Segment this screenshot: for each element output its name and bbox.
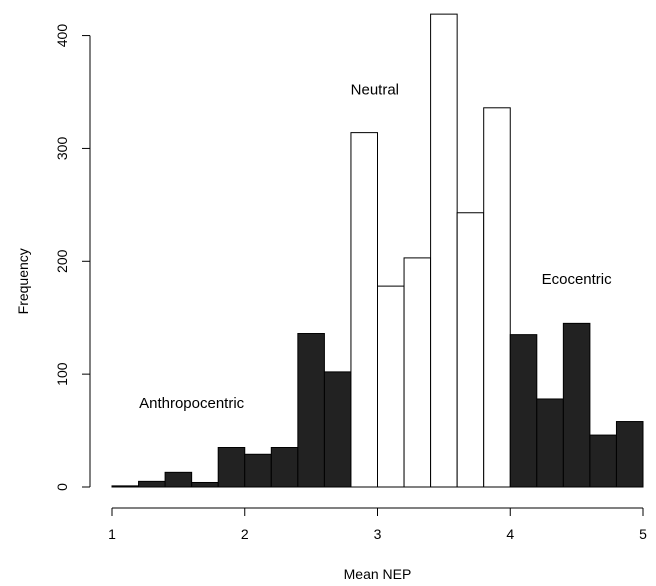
histogram-bar-15: [483, 107, 511, 488]
histogram-bar-2: [138, 480, 166, 488]
y-axis-ticks: 0 100 200 300 400: [54, 24, 90, 491]
histogram-bars: [111, 13, 644, 488]
y-tick-label: 300: [54, 137, 70, 161]
histogram-bar-10: [350, 132, 379, 488]
annotation-ecocentric: Ecocentric: [542, 271, 613, 288]
axes: 1 2 3 4 5 0 100 200 300 400: [54, 24, 647, 542]
y-tick-label: 200: [54, 249, 70, 273]
x-tick-label: 3: [374, 526, 382, 542]
histogram-bar-14: [456, 212, 485, 488]
x-axis-title: Mean NEP: [344, 566, 412, 582]
x-tick-label: 2: [241, 526, 249, 542]
y-axis-title: Frequency: [15, 248, 31, 314]
histogram-bar-16: [509, 334, 538, 488]
x-tick-label: 1: [108, 526, 116, 542]
histogram-bar-6: [244, 453, 272, 488]
histogram-bar-18: [562, 322, 591, 488]
x-axis-ticks: 1 2 3 4 5: [108, 508, 647, 542]
histogram-bar-12: [403, 257, 432, 488]
histogram-bar-4: [191, 481, 219, 488]
histogram-bar-1: [111, 485, 140, 488]
histogram-bar-8: [297, 333, 325, 488]
y-tick-label: 0: [54, 483, 70, 491]
histogram-bar-17: [536, 398, 564, 488]
annotations: Anthropocentric Neutral Ecocentric: [139, 81, 612, 412]
annotation-neutral: Neutral: [351, 81, 399, 98]
histogram-bar-19: [589, 434, 617, 488]
histogram-bar-3: [164, 471, 193, 488]
y-tick-label: 400: [54, 24, 70, 48]
histogram-bar-13: [430, 13, 458, 488]
histogram-bar-5: [217, 447, 246, 488]
y-tick-label: 100: [54, 362, 70, 386]
annotation-anthropocentric: Anthropocentric: [139, 395, 245, 412]
x-tick-label: 4: [506, 526, 514, 542]
histogram-bar-20: [615, 421, 644, 488]
histogram-bar-7: [270, 447, 299, 488]
histogram-bar-11: [377, 285, 405, 488]
x-tick-label: 5: [639, 526, 647, 542]
histogram-bar-9: [323, 371, 352, 488]
